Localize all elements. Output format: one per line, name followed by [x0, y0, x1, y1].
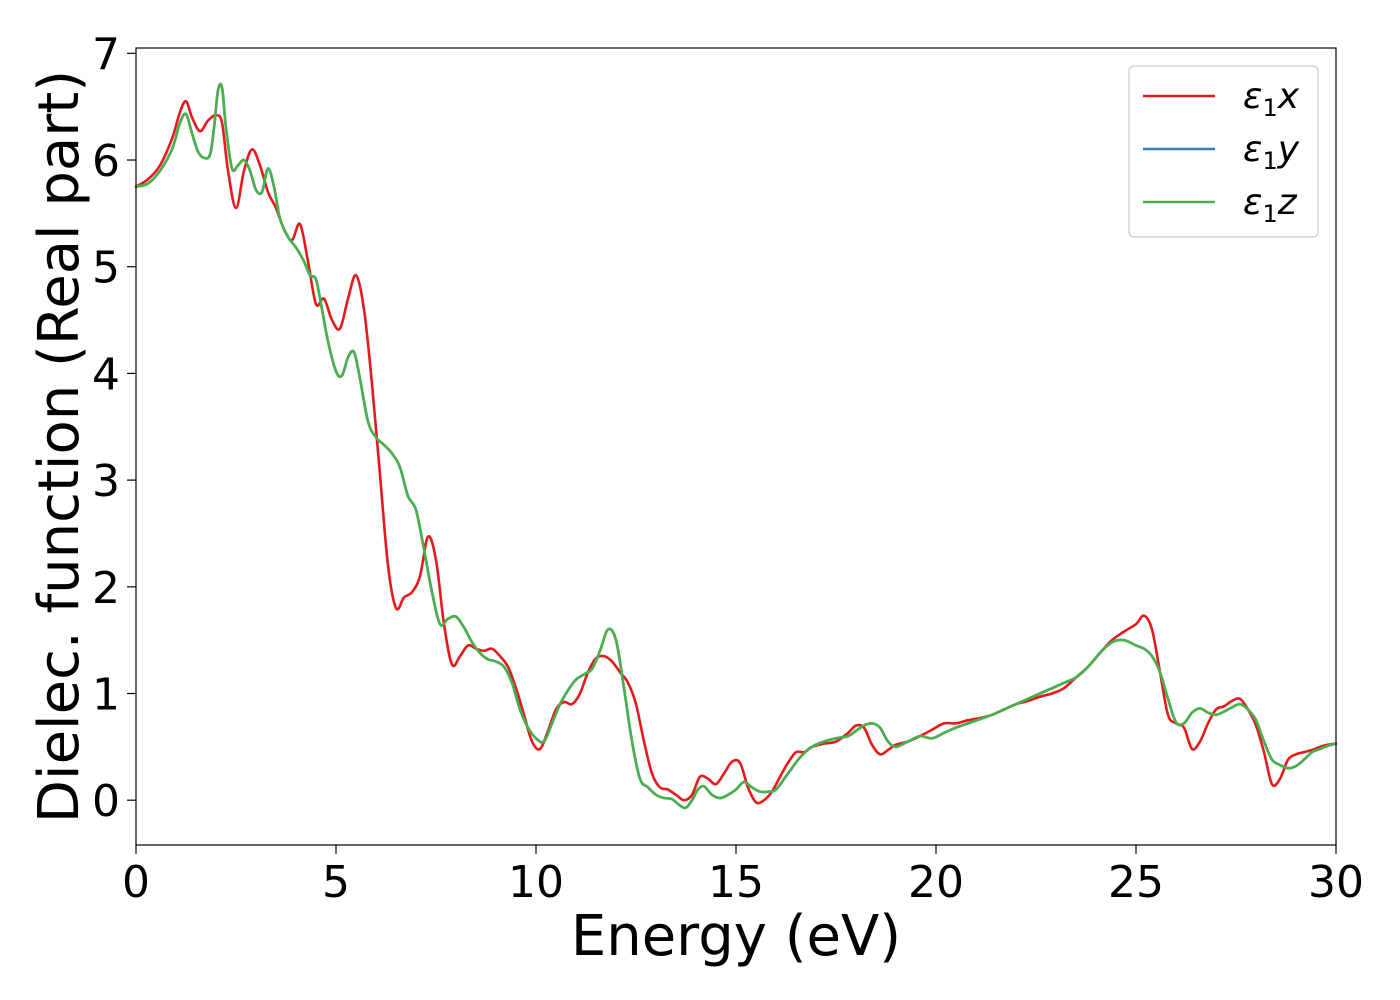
series-line-z — [134, 82, 1338, 810]
y-tick-label: 5 — [92, 243, 120, 294]
y-tick-label: 6 — [92, 136, 120, 187]
legend-label-x: ε1x — [1243, 76, 1300, 122]
legend: ε1x ε1y ε1z — [1128, 65, 1319, 238]
legend-label-y: ε1y — [1243, 129, 1300, 175]
series-layer — [134, 82, 1338, 810]
y-tick-label: 1 — [92, 669, 120, 720]
x-tick-label: 5 — [322, 857, 350, 908]
x-tick-label: 0 — [122, 857, 150, 908]
y-tick-label: 2 — [92, 563, 120, 614]
legend-box — [1128, 65, 1319, 238]
y-axis: 0 1 2 3 4 5 6 7 — [92, 29, 136, 827]
y-tick-label: 4 — [92, 349, 120, 400]
x-tick-label: 30 — [1308, 857, 1364, 908]
y-tick-label: 7 — [92, 29, 120, 80]
x-axis-label: Energy (eV) — [571, 904, 901, 969]
x-tick-label: 10 — [508, 857, 564, 908]
x-tick-label: 25 — [1108, 857, 1164, 908]
y-tick-label: 0 — [92, 776, 120, 827]
y-axis-label: Dielec. function (Real part) — [27, 70, 92, 823]
x-tick-label: 15 — [708, 857, 764, 908]
x-axis: 0 5 10 15 20 25 30 — [122, 845, 1364, 908]
x-tick-label: 20 — [908, 857, 964, 908]
y-tick-label: 3 — [92, 456, 120, 507]
series-line-x — [134, 99, 1338, 805]
legend-label-z: ε1z — [1243, 182, 1298, 228]
